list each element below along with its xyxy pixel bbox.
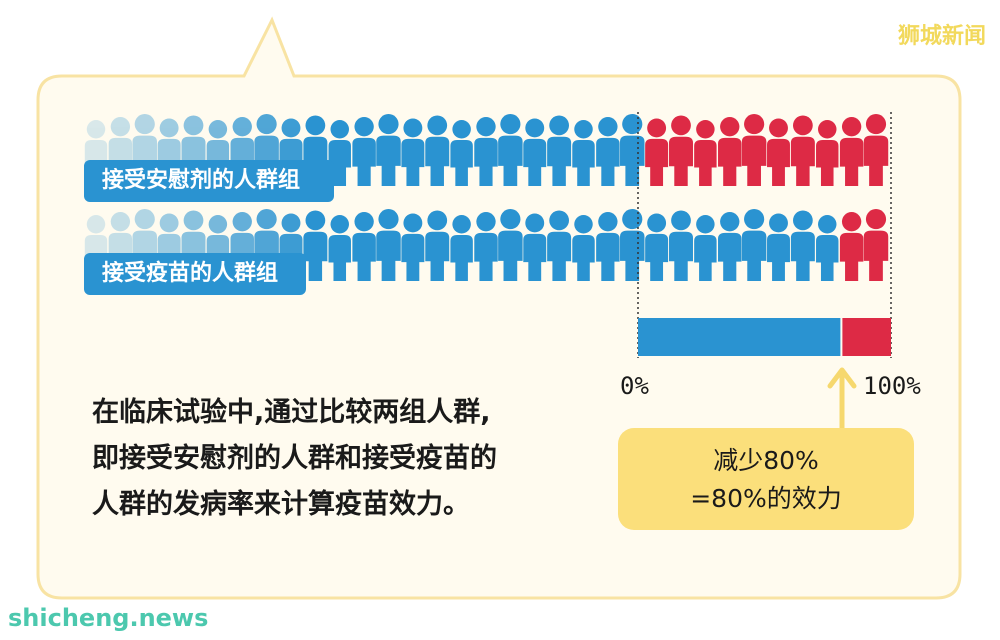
person-figure — [645, 118, 669, 186]
person-figure — [450, 120, 473, 186]
person-figure — [694, 120, 717, 186]
person-figure — [816, 215, 839, 281]
result-line-2: =80%的效力 — [690, 484, 842, 513]
person-figure — [401, 118, 425, 186]
person-figure — [839, 212, 864, 281]
person-figure — [352, 117, 376, 186]
person-figure — [474, 212, 498, 281]
up-arrow-icon — [827, 367, 857, 431]
person-figure — [450, 215, 473, 281]
person-figure — [425, 210, 450, 281]
watermark-logo-top: 狮城新闻 — [897, 24, 986, 49]
person-figure — [741, 209, 767, 281]
person-figure — [596, 212, 620, 281]
person-figure — [645, 213, 669, 281]
person-figure — [839, 117, 864, 186]
person-figure — [767, 118, 790, 186]
person-figure — [401, 213, 425, 281]
explanation-line-1: 在临床试验中,通过比较两组人群, — [92, 397, 491, 428]
person-figure — [669, 210, 693, 281]
person-figure — [863, 209, 889, 281]
person-figure — [376, 114, 401, 186]
person-figure — [694, 215, 717, 281]
person-figure — [718, 212, 742, 281]
person-figure — [498, 209, 523, 281]
person-figure — [376, 209, 401, 281]
person-figure — [425, 115, 450, 186]
person-figure — [523, 213, 547, 281]
watermark-url-bottom: shicheng.news — [8, 604, 209, 632]
efficacy-bar-reduced — [638, 318, 841, 356]
person-figure — [816, 120, 839, 186]
person-figure — [596, 117, 620, 186]
person-figure — [303, 210, 328, 281]
tick-label-start: 0% — [620, 372, 649, 400]
explanation-line-2: 即接受安慰剂的人群和接受疫苗的 — [92, 443, 497, 474]
person-figure — [790, 115, 815, 186]
person-figure — [572, 120, 595, 186]
person-figure — [790, 210, 815, 281]
result-line-1: 减少80% — [713, 446, 819, 475]
person-figure — [328, 120, 351, 186]
person-figure — [718, 117, 742, 186]
person-figure — [474, 117, 498, 186]
explanation-line-3: 人群的发病率来计算疫苗效力。 — [92, 489, 470, 520]
person-figure — [498, 114, 523, 186]
person-figure — [669, 115, 693, 186]
placebo-group-label: 接受安慰剂的人群组 — [84, 160, 334, 202]
person-figure — [547, 210, 572, 281]
tick-label-end: 100% — [863, 372, 921, 400]
explanation-text: 在临床试验中,通过比较两组人群, 即接受安慰剂的人群和接受疫苗的 人群的发病率来… — [92, 390, 612, 528]
person-figure — [352, 212, 376, 281]
vaccine-group-label: 接受疫苗的人群组 — [84, 253, 306, 295]
efficacy-bar-remaining — [842, 318, 891, 356]
person-figure — [547, 115, 572, 186]
person-figure — [328, 215, 351, 281]
person-figure — [741, 114, 767, 186]
person-figure — [863, 114, 889, 186]
person-figure — [767, 213, 790, 281]
person-figure — [572, 215, 595, 281]
person-figure — [523, 118, 547, 186]
result-callout: 减少80% =80%的效力 — [618, 428, 914, 530]
